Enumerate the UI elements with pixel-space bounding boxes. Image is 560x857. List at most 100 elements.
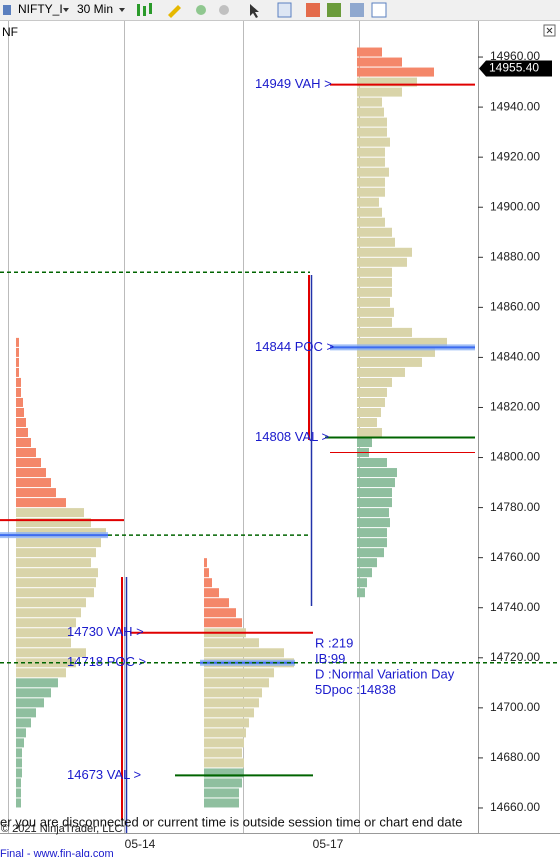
profile-bar bbox=[16, 357, 19, 367]
close-glyph bbox=[546, 27, 553, 34]
profile-bar bbox=[357, 147, 385, 157]
pointer-icon[interactable] bbox=[250, 4, 259, 18]
profile-bar bbox=[357, 167, 389, 177]
y-tick-label: 14960.00 bbox=[490, 49, 540, 63]
profile-bar bbox=[204, 678, 269, 688]
profile-bar bbox=[357, 217, 385, 227]
level-label: 14808 VAL > bbox=[255, 429, 329, 444]
profile-bar bbox=[357, 137, 390, 147]
level-label: 14718 POC > bbox=[67, 654, 146, 669]
profile-bar bbox=[357, 87, 402, 97]
instrument-selector[interactable]: NIFTY_I bbox=[18, 2, 63, 16]
profile-bar bbox=[204, 668, 274, 678]
y-tick-label: 14860.00 bbox=[490, 300, 540, 314]
plot-area: 14949 VAH > 14844 POC > 14808 VAL > 14730 V… bbox=[0, 47, 560, 833]
profile-bar bbox=[357, 558, 377, 568]
profile-bar bbox=[357, 387, 387, 397]
bar-type-icon[interactable] bbox=[143, 6, 146, 16]
profile-bar bbox=[204, 638, 259, 648]
profile-bar bbox=[357, 347, 435, 357]
y-tick-label: 14720.00 bbox=[490, 650, 540, 664]
y-tick-label: 14920.00 bbox=[490, 149, 540, 163]
data-box-icon[interactable] bbox=[277, 2, 292, 18]
chart-trader-icon[interactable] bbox=[350, 3, 364, 17]
draw-tool-icon[interactable] bbox=[168, 5, 181, 18]
profile-bar bbox=[16, 458, 41, 468]
profile-bar bbox=[357, 417, 377, 427]
profile-bar bbox=[16, 708, 36, 718]
profile-bar bbox=[16, 578, 96, 588]
x-tick-label: 05-17 bbox=[313, 837, 344, 851]
profile-bar bbox=[16, 558, 91, 568]
level-label: 14844 POC > bbox=[255, 339, 334, 354]
profile-bar bbox=[357, 277, 392, 287]
profile-bar bbox=[16, 688, 51, 698]
y-tick-label: 14880.00 bbox=[490, 249, 540, 263]
profile-bar bbox=[204, 788, 239, 798]
profile-bar bbox=[16, 337, 19, 347]
session-dividers bbox=[8, 21, 360, 833]
profile-bar bbox=[16, 488, 56, 498]
profile-bar bbox=[357, 367, 405, 377]
profile-bar bbox=[204, 748, 242, 758]
profile-bar bbox=[204, 798, 239, 808]
profile-bar bbox=[357, 157, 385, 167]
profile-bar bbox=[357, 237, 395, 247]
profile-bar bbox=[16, 387, 21, 397]
y-tick-label: 14840.00 bbox=[490, 350, 540, 364]
indicator-icon[interactable] bbox=[327, 3, 341, 17]
copyright: © 2021 NinjaTrader, LLC bbox=[1, 823, 122, 835]
level-label: 14730 VAH > bbox=[67, 624, 144, 639]
profile-bar bbox=[16, 638, 71, 648]
profile-bar bbox=[16, 588, 94, 598]
profile-bar bbox=[357, 57, 402, 67]
stat-text: D :Normal Variation Day bbox=[315, 666, 455, 681]
profile-bar bbox=[357, 187, 385, 197]
profile-bar bbox=[204, 758, 244, 768]
profile-bar bbox=[357, 117, 387, 127]
profile-bar bbox=[357, 568, 372, 578]
bar-type-icon[interactable] bbox=[137, 4, 140, 16]
profile-bar bbox=[16, 407, 24, 417]
chart-label: NF bbox=[2, 25, 18, 39]
profile-bar bbox=[16, 438, 31, 448]
profile-bar bbox=[357, 428, 382, 438]
zoom-out-icon[interactable] bbox=[219, 5, 229, 15]
stat-text: 5Dpoc :14838 bbox=[315, 682, 396, 697]
vendor-link[interactable]: Final - www.fin-alg.com bbox=[0, 848, 114, 857]
profile-bar bbox=[357, 47, 382, 57]
dropdown-arrow[interactable] bbox=[63, 8, 69, 12]
y-tick-label: 14660.00 bbox=[490, 800, 540, 814]
toolbar-icon[interactable] bbox=[3, 5, 11, 15]
bar-type-icon[interactable] bbox=[149, 3, 152, 14]
strategy-icon[interactable] bbox=[306, 3, 320, 17]
profile-bar bbox=[357, 227, 392, 237]
profile-bar bbox=[16, 728, 26, 738]
toolbar-icons bbox=[137, 2, 387, 18]
profile-bar bbox=[357, 498, 392, 508]
y-tick-label: 14780.00 bbox=[490, 500, 540, 514]
profile-bar bbox=[357, 468, 397, 478]
profile-bar bbox=[204, 718, 249, 728]
zoom-in-icon[interactable] bbox=[196, 5, 206, 15]
profile-bar bbox=[204, 608, 236, 618]
y-tick-label: 14680.00 bbox=[490, 750, 540, 764]
y-tick-label: 14800.00 bbox=[490, 450, 540, 464]
profile-bar bbox=[204, 708, 254, 718]
profile-bar bbox=[357, 508, 389, 518]
profile-bar bbox=[16, 698, 44, 708]
x-tick-label: 05-14 bbox=[125, 837, 156, 851]
profile-bar bbox=[357, 548, 384, 558]
interval-selector[interactable]: 30 Min bbox=[77, 2, 113, 16]
profile-bar bbox=[16, 548, 96, 558]
profile-bar bbox=[357, 107, 384, 117]
dropdown-arrow[interactable] bbox=[119, 8, 125, 12]
profile-bar bbox=[357, 538, 387, 548]
profile-bar bbox=[16, 768, 22, 778]
profile-bar bbox=[357, 357, 422, 367]
properties-icon[interactable] bbox=[371, 2, 387, 18]
profile-bar bbox=[357, 257, 407, 267]
profile-bar bbox=[16, 428, 28, 438]
profile-bar bbox=[16, 367, 19, 377]
